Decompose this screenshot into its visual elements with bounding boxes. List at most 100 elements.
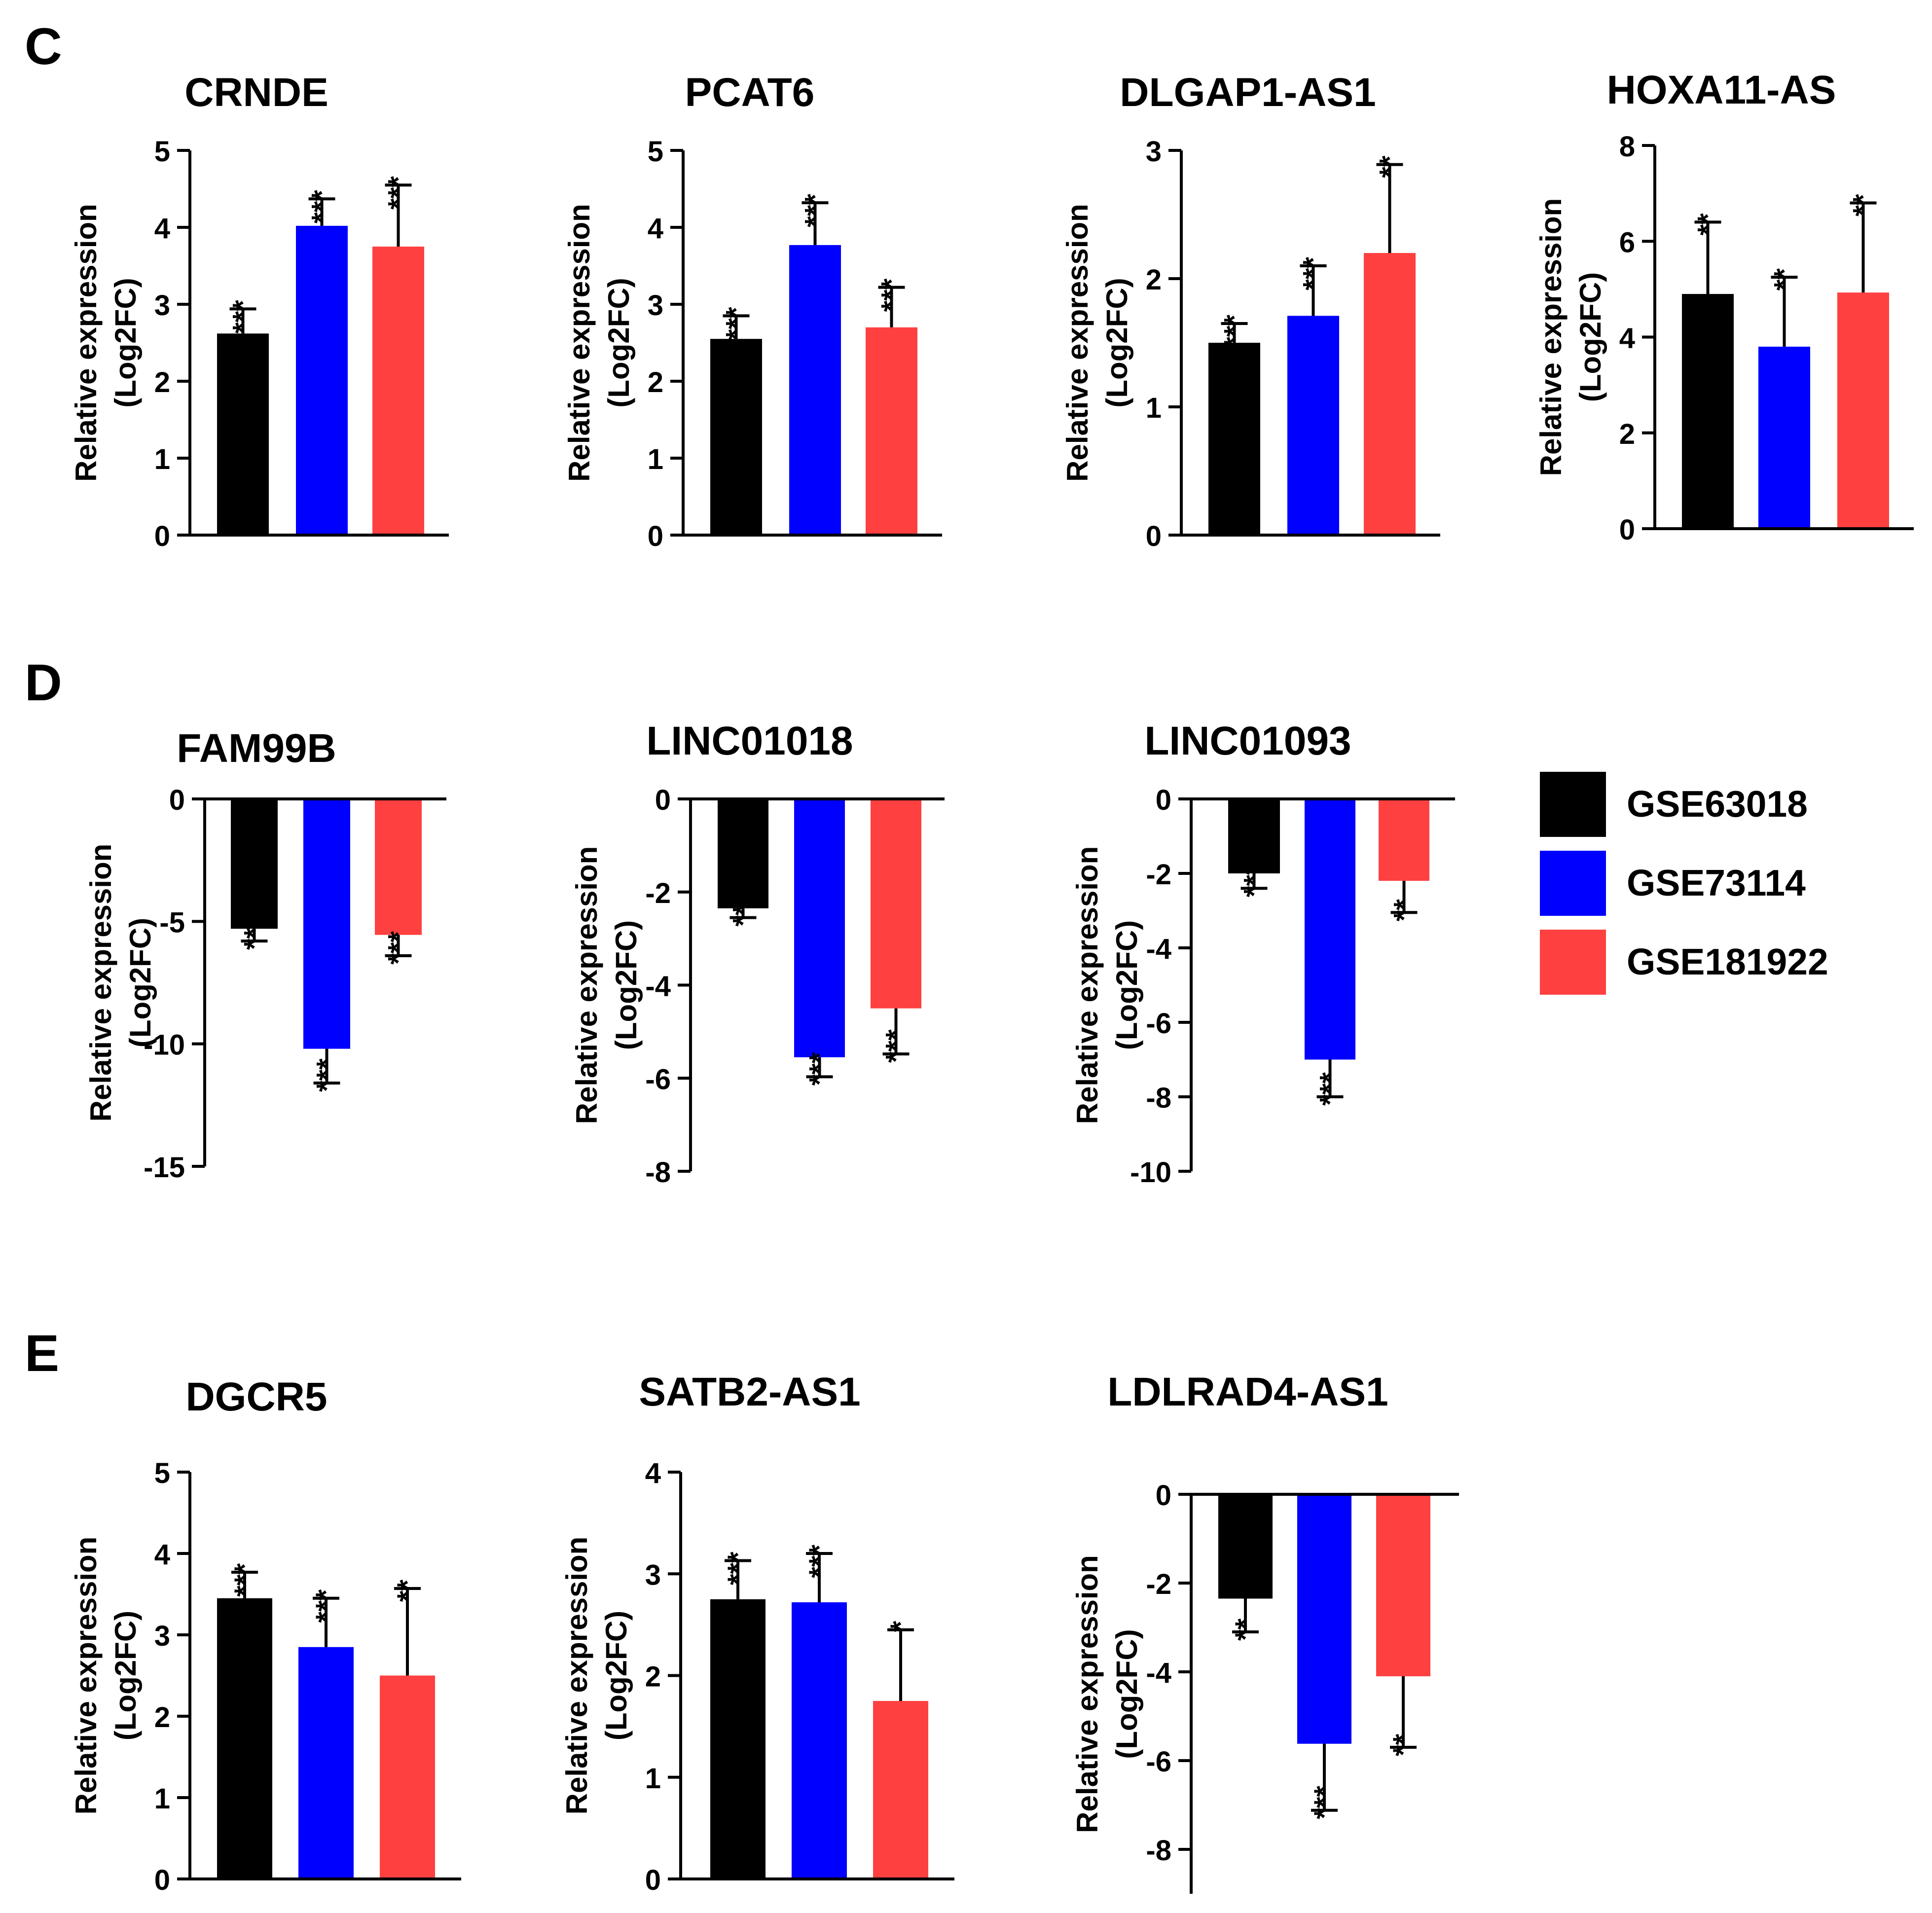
y-tick-label: 1 — [648, 443, 663, 475]
significance-gse63018: *** — [1239, 864, 1271, 897]
y-axis-label-unit: (Log2FC) — [124, 918, 157, 1047]
significance-gse73114: *** — [311, 1058, 343, 1092]
y-axis-label-unit: (Log2FC) — [602, 278, 635, 407]
y-tick-label: -4 — [1146, 933, 1171, 965]
y-tick-label: 4 — [1619, 323, 1635, 355]
y-tick-label: 3 — [154, 289, 170, 322]
y-axis-label-unit: (Log2FC) — [1100, 278, 1133, 407]
significance-gse73114: *** — [306, 190, 338, 223]
y-axis-label: Relative expression — [70, 204, 103, 482]
significance-gse181922: ** — [1848, 194, 1880, 217]
significance-gse181922: *** — [383, 176, 415, 210]
y-tick-label: -8 — [645, 1156, 671, 1189]
chart-crnde: CRNDE Relative expression (Log2FC) *** *** **… — [70, 70, 449, 552]
y-tick-label: 2 — [1619, 418, 1635, 450]
y-tick-label: 3 — [645, 1559, 661, 1591]
chart-title: LDLRAD4-AS1 — [1107, 1370, 1388, 1414]
significance-gse181922: ** — [1374, 155, 1406, 178]
bar-gse73114 — [1297, 1494, 1351, 1744]
bar-gse63018 — [710, 1599, 766, 1879]
bar-gse73114 — [1287, 316, 1339, 535]
chart-ldlrad4-as1: LDLRAD4-AS1 Relative expression (Log2FC) **… — [1071, 1370, 1459, 1894]
y-tick-label: 1 — [1146, 392, 1162, 424]
y-tick-label: -5 — [159, 906, 185, 938]
legend: GSE63018 GSE73114 GSE181922 — [1540, 772, 1828, 995]
y-axis-label-unit: (Log2FC) — [1110, 1629, 1143, 1759]
y-tick-label: -10 — [1130, 1156, 1171, 1189]
y-tick-label: -10 — [144, 1029, 185, 1061]
significance-gse73114: *** — [800, 194, 832, 227]
significance-gse73114: *** — [804, 1052, 836, 1085]
y-tick-label: -15 — [144, 1152, 185, 1184]
significance-gse73114: *** — [1309, 1786, 1341, 1819]
y-tick-label: 0 — [655, 784, 671, 816]
significance-gse181922: ** — [1387, 1733, 1420, 1756]
chart-title: DLGAP1-AS1 — [1120, 70, 1376, 115]
legend-label-gse73114: GSE73114 — [1627, 862, 1806, 903]
chart-pcat6: PCAT6 Relative expression (Log2FC) *** *** **… — [563, 70, 942, 552]
y-tick-label: 1 — [154, 443, 170, 475]
y-tick-label: 0 — [648, 520, 663, 552]
bar-gse73114 — [298, 1647, 354, 1879]
significance-gse181922: ** — [392, 1580, 424, 1602]
significance-gse63018: *** — [728, 893, 760, 927]
bar-gse63018 — [1682, 294, 1734, 529]
y-tick-label: 0 — [1156, 784, 1171, 816]
significance-gse181922: *** — [383, 931, 415, 965]
y-tick-label: 5 — [648, 136, 663, 168]
y-tick-label: -6 — [645, 1063, 671, 1095]
significance-gse73114: *** — [310, 1589, 342, 1623]
y-axis-label: Relative expression — [1061, 204, 1094, 482]
y-axis-label-unit: (Log2FC) — [600, 1611, 633, 1740]
y-axis-label: Relative expression — [1071, 1555, 1104, 1833]
y-tick-label: 3 — [648, 289, 663, 322]
y-tick-label: -6 — [1146, 1746, 1171, 1778]
bar-gse73114 — [303, 799, 350, 1049]
y-axis-label: Relative expression — [570, 846, 603, 1124]
y-axis-label-unit: (Log2FC) — [610, 920, 643, 1050]
panel-label-c: C — [25, 18, 62, 75]
legend-item-gse63018: GSE63018 — [1540, 772, 1808, 837]
y-tick-label: 4 — [645, 1457, 661, 1489]
bar-gse73114 — [789, 245, 841, 535]
significance-gse63018: *** — [721, 307, 753, 340]
legend-swatch-gse73114 — [1540, 851, 1606, 916]
y-tick-label: 2 — [154, 1701, 170, 1733]
bar-gse181922 — [1379, 799, 1429, 881]
chart-title: PCAT6 — [685, 70, 815, 115]
y-tick-label: 0 — [1619, 514, 1635, 546]
y-tick-label: 0 — [1156, 1480, 1171, 1512]
bar-gse63018 — [1228, 799, 1280, 873]
bar-gse181922 — [1376, 1494, 1430, 1676]
y-axis-label-unit: (Log2FC) — [1110, 920, 1143, 1050]
significance-gse63018: *** — [229, 1563, 261, 1597]
chart-title: LINC01093 — [1144, 719, 1351, 763]
bar-gse181922 — [871, 799, 921, 1009]
bar-gse73114 — [794, 799, 845, 1057]
y-tick-label: 5 — [154, 1457, 170, 1489]
significance-gse73114: *** — [803, 1545, 836, 1578]
significance-gse181922: *** — [880, 1029, 912, 1063]
y-tick-label: -6 — [1146, 1008, 1171, 1040]
y-axis-label: Relative expression — [1071, 846, 1104, 1124]
bar-gse181922 — [375, 799, 422, 935]
y-tick-label: 5 — [154, 136, 170, 168]
y-tick-label: -2 — [1146, 1568, 1171, 1600]
y-tick-label: -4 — [1146, 1657, 1171, 1689]
y-tick-label: 8 — [1619, 131, 1635, 163]
y-axis-label: Relative expression — [70, 1537, 103, 1815]
chart-fam99b: FAM99B Relative expression (Log2FC) *** *** *… — [84, 726, 446, 1184]
bar-gse63018 — [217, 1598, 272, 1879]
bar-gse63018 — [231, 799, 278, 929]
significance-gse73114: ** — [1769, 268, 1801, 291]
y-tick-label: 1 — [645, 1763, 661, 1795]
significance-gse63018: ** — [1230, 1618, 1262, 1641]
bar-gse181922 — [380, 1675, 435, 1879]
significance-gse63018: *** — [239, 916, 271, 950]
bar-gse181922 — [1837, 292, 1889, 529]
y-axis-label: Relative expression — [1534, 198, 1567, 476]
y-tick-label: 0 — [645, 1864, 661, 1896]
